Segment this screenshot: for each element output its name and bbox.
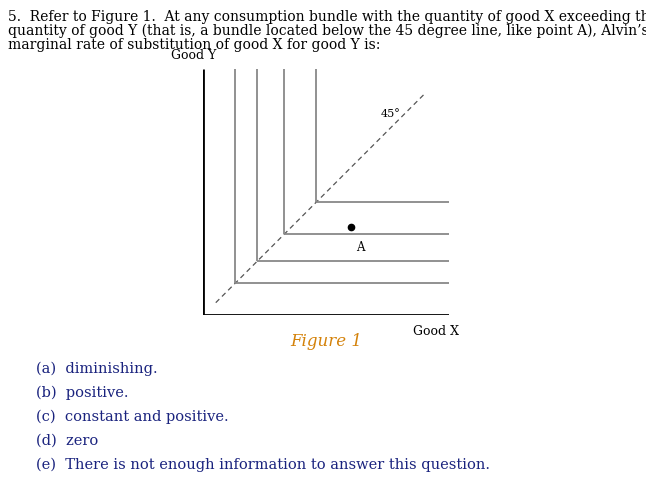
Text: Good Y: Good Y xyxy=(171,49,216,62)
Text: (a)  diminishing.: (a) diminishing. xyxy=(36,362,157,376)
Text: 45°: 45° xyxy=(380,109,400,119)
Text: quantity of good Y (that is, a bundle located below the 45 degree line, like poi: quantity of good Y (that is, a bundle lo… xyxy=(8,24,646,38)
Text: marginal rate of substitution of good X for good Y is:: marginal rate of substitution of good X … xyxy=(8,38,380,52)
Text: Good X: Good X xyxy=(413,325,459,338)
Text: A: A xyxy=(356,241,364,254)
Text: (d)  zero: (d) zero xyxy=(36,434,98,447)
Text: (b)  positive.: (b) positive. xyxy=(36,386,128,400)
Text: Figure 1: Figure 1 xyxy=(290,333,362,350)
Text: (c)  constant and positive.: (c) constant and positive. xyxy=(36,410,228,424)
Text: 5.  Refer to Figure 1.  At any consumption bundle with the quantity of good X ex: 5. Refer to Figure 1. At any consumption… xyxy=(8,10,646,24)
Text: (e)  There is not enough information to answer this question.: (e) There is not enough information to a… xyxy=(36,457,490,472)
